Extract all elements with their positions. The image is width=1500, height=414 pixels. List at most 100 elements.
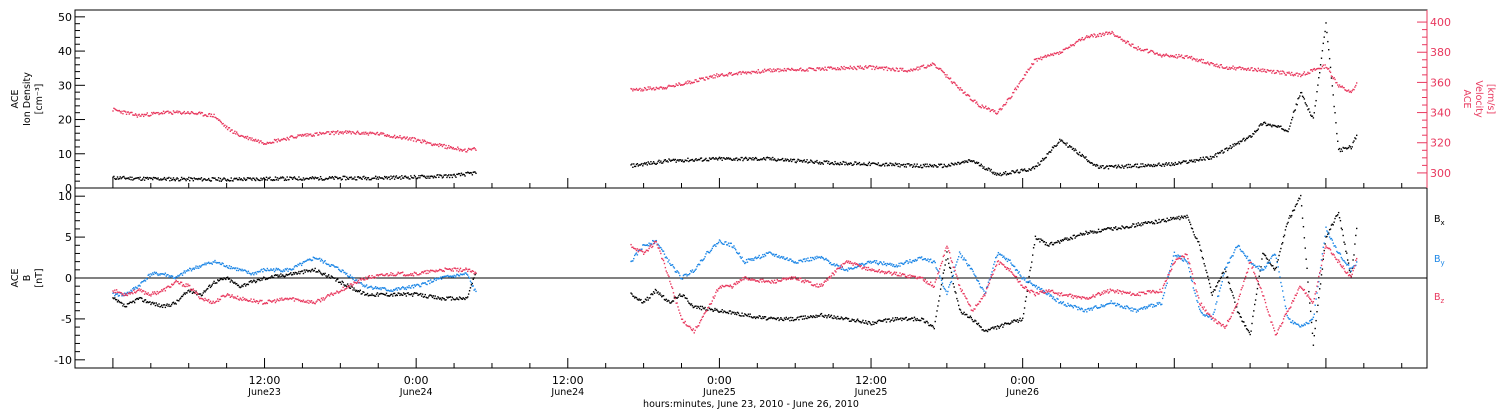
density-point xyxy=(251,179,252,180)
density-point xyxy=(777,160,778,161)
density-point xyxy=(1258,128,1259,129)
bx-point xyxy=(728,313,729,314)
bx-point xyxy=(1018,320,1019,321)
by-point xyxy=(1198,306,1199,307)
by-point xyxy=(385,288,386,289)
bx-point xyxy=(679,293,680,294)
velocity-point xyxy=(1230,68,1231,69)
bx-point xyxy=(733,312,734,313)
density-point xyxy=(886,163,887,164)
bx-point xyxy=(312,269,313,270)
velocity-point xyxy=(1231,67,1232,68)
bx-point xyxy=(285,275,286,276)
by-point xyxy=(1055,299,1056,300)
bx-point xyxy=(216,282,217,283)
by-point xyxy=(735,249,736,250)
density-point xyxy=(785,158,786,159)
by-point xyxy=(269,270,270,271)
by-point xyxy=(761,256,762,257)
by-point xyxy=(804,258,805,259)
bx-point xyxy=(212,284,213,285)
bx-point xyxy=(916,318,917,319)
by-point xyxy=(1131,307,1132,308)
by-point xyxy=(1200,310,1201,311)
velocity-point xyxy=(386,136,387,137)
density-point xyxy=(1033,166,1034,167)
density-point xyxy=(1010,173,1011,174)
bx-point xyxy=(1074,237,1075,238)
bx-point xyxy=(765,316,766,317)
bx-point xyxy=(940,288,941,289)
density-point xyxy=(1088,160,1089,161)
by-point xyxy=(1102,305,1103,306)
by-point xyxy=(1095,305,1096,306)
bx-point xyxy=(324,273,325,274)
bx-point xyxy=(234,282,235,283)
field-ytick-label: 0 xyxy=(65,272,72,285)
density-point xyxy=(1320,64,1321,65)
velocity-point xyxy=(186,112,187,113)
bx-point xyxy=(167,305,168,306)
velocity-point xyxy=(1338,86,1339,87)
density-point xyxy=(840,162,841,163)
by-point xyxy=(1138,310,1139,311)
bx-point xyxy=(1124,228,1125,229)
bx-point xyxy=(1254,304,1255,305)
by-point xyxy=(1218,295,1219,296)
density-point xyxy=(898,163,899,164)
x-tick-time-label: 0:00 xyxy=(404,374,429,387)
density-point xyxy=(201,177,202,178)
density-point xyxy=(175,180,176,181)
velocity-point xyxy=(260,140,261,141)
by-point xyxy=(1258,268,1259,269)
bx-point xyxy=(1131,225,1132,226)
by-point xyxy=(660,247,661,248)
by-point xyxy=(1286,308,1287,309)
bx-point xyxy=(640,299,641,300)
density-point xyxy=(1140,163,1141,164)
bx-point xyxy=(314,268,315,269)
velocity-point xyxy=(843,66,844,67)
by-point xyxy=(763,256,764,257)
bx-point xyxy=(1022,318,1023,319)
bx-point xyxy=(668,300,669,301)
bx-point xyxy=(943,272,944,273)
bx-point xyxy=(920,320,921,321)
bx-point xyxy=(185,293,186,294)
by-point xyxy=(965,260,966,261)
velocity-point xyxy=(448,145,449,146)
by-point xyxy=(1187,263,1188,264)
by-point xyxy=(1316,292,1317,293)
density-point xyxy=(218,177,219,178)
density-point xyxy=(1144,166,1145,167)
by-point xyxy=(1170,266,1171,267)
by-point xyxy=(406,289,407,290)
by-point xyxy=(349,276,350,277)
density-point xyxy=(344,176,345,177)
velocity-ytick-label: 340 xyxy=(1430,107,1451,120)
density-point xyxy=(823,163,824,164)
density-point xyxy=(275,176,276,177)
by-point xyxy=(1073,307,1074,308)
velocity-point xyxy=(1016,89,1017,90)
by-point xyxy=(1332,239,1333,240)
by-point xyxy=(1110,303,1111,304)
velocity-point xyxy=(379,133,380,134)
bx-point xyxy=(1301,205,1302,206)
velocity-point xyxy=(695,79,696,80)
bx-point xyxy=(840,318,841,319)
velocity-point xyxy=(122,113,123,114)
density-point xyxy=(1037,162,1038,163)
density-point xyxy=(1340,151,1341,152)
density-point xyxy=(294,176,295,177)
by-point xyxy=(1280,282,1281,283)
density-point xyxy=(708,160,709,161)
bx-point xyxy=(927,322,928,323)
velocity-point xyxy=(439,143,440,144)
by-point xyxy=(196,268,197,269)
by-point xyxy=(1037,288,1038,289)
velocity-point xyxy=(1153,52,1154,53)
velocity-point xyxy=(954,83,955,84)
density-point xyxy=(1316,91,1317,92)
bx-point xyxy=(256,281,257,282)
